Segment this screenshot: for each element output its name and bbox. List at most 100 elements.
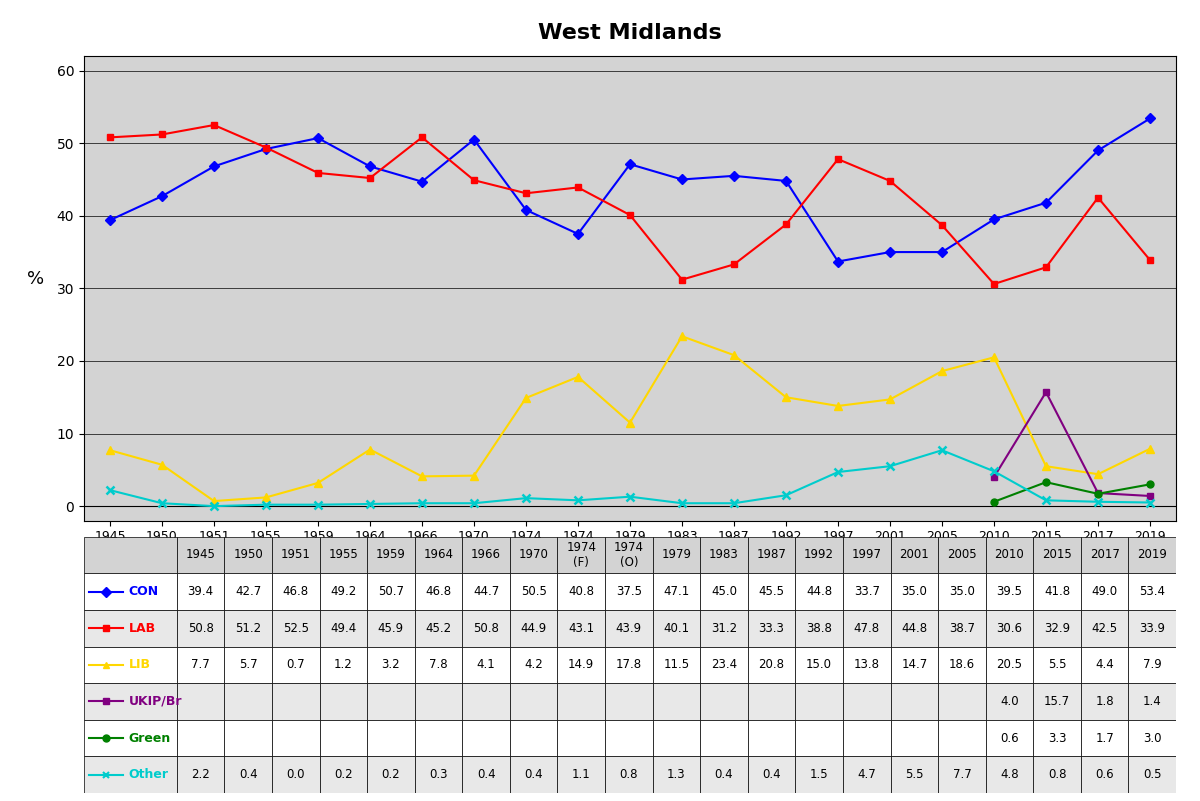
Text: 0.4: 0.4 bbox=[524, 768, 542, 781]
Text: 0.2: 0.2 bbox=[382, 768, 401, 781]
Text: 40.8: 40.8 bbox=[569, 585, 594, 598]
LIB bbox=[415, 472, 430, 481]
FancyBboxPatch shape bbox=[224, 610, 272, 646]
Text: 31.2: 31.2 bbox=[710, 622, 737, 634]
FancyBboxPatch shape bbox=[938, 646, 985, 683]
FancyBboxPatch shape bbox=[1081, 720, 1128, 756]
Text: 1.1: 1.1 bbox=[572, 768, 590, 781]
FancyBboxPatch shape bbox=[938, 756, 985, 793]
LIB bbox=[518, 393, 533, 403]
FancyBboxPatch shape bbox=[319, 537, 367, 574]
FancyBboxPatch shape bbox=[1033, 537, 1081, 574]
LAB bbox=[1142, 256, 1157, 265]
CON bbox=[674, 175, 689, 184]
Text: LIB: LIB bbox=[128, 658, 150, 671]
FancyBboxPatch shape bbox=[701, 720, 748, 756]
FancyBboxPatch shape bbox=[1081, 574, 1128, 610]
FancyBboxPatch shape bbox=[890, 610, 938, 646]
Green bbox=[1142, 480, 1157, 489]
CON bbox=[883, 248, 898, 257]
Text: 38.8: 38.8 bbox=[806, 622, 832, 634]
Text: 1974
(F): 1974 (F) bbox=[566, 541, 596, 569]
Text: 2015: 2015 bbox=[1042, 549, 1072, 562]
FancyBboxPatch shape bbox=[890, 646, 938, 683]
FancyBboxPatch shape bbox=[319, 646, 367, 683]
Text: 14.7: 14.7 bbox=[901, 658, 928, 671]
CON bbox=[467, 135, 481, 144]
LIB bbox=[623, 418, 637, 428]
Text: 20.5: 20.5 bbox=[996, 658, 1022, 671]
FancyBboxPatch shape bbox=[558, 574, 605, 610]
FancyBboxPatch shape bbox=[1128, 574, 1176, 610]
Green bbox=[986, 497, 1001, 506]
FancyBboxPatch shape bbox=[842, 720, 890, 756]
FancyBboxPatch shape bbox=[985, 683, 1033, 720]
FancyBboxPatch shape bbox=[701, 756, 748, 793]
FancyBboxPatch shape bbox=[367, 574, 415, 610]
FancyBboxPatch shape bbox=[653, 537, 701, 574]
Text: 23.4: 23.4 bbox=[710, 658, 737, 671]
FancyBboxPatch shape bbox=[415, 537, 462, 574]
FancyBboxPatch shape bbox=[462, 720, 510, 756]
Text: 42.7: 42.7 bbox=[235, 585, 262, 598]
Text: 4.2: 4.2 bbox=[524, 658, 544, 671]
FancyBboxPatch shape bbox=[748, 610, 796, 646]
FancyBboxPatch shape bbox=[224, 574, 272, 610]
LIB bbox=[155, 460, 169, 469]
Other bbox=[830, 467, 845, 477]
FancyBboxPatch shape bbox=[605, 574, 653, 610]
FancyBboxPatch shape bbox=[1033, 683, 1081, 720]
FancyBboxPatch shape bbox=[985, 537, 1033, 574]
FancyBboxPatch shape bbox=[653, 756, 701, 793]
FancyBboxPatch shape bbox=[701, 537, 748, 574]
FancyBboxPatch shape bbox=[748, 683, 796, 720]
Green bbox=[1039, 477, 1054, 487]
LAB bbox=[155, 130, 169, 139]
Other bbox=[883, 461, 898, 471]
FancyBboxPatch shape bbox=[272, 574, 319, 610]
Text: 2017: 2017 bbox=[1090, 549, 1120, 562]
FancyBboxPatch shape bbox=[510, 683, 558, 720]
Line: CON: CON bbox=[107, 115, 1153, 265]
Text: Other: Other bbox=[128, 768, 168, 781]
Text: 44.9: 44.9 bbox=[521, 622, 547, 634]
CON bbox=[571, 229, 586, 239]
CON bbox=[518, 205, 533, 215]
FancyBboxPatch shape bbox=[272, 683, 319, 720]
Other bbox=[1091, 497, 1105, 506]
Other bbox=[155, 498, 169, 508]
FancyBboxPatch shape bbox=[842, 646, 890, 683]
FancyBboxPatch shape bbox=[985, 610, 1033, 646]
LIB bbox=[103, 445, 118, 455]
LIB bbox=[935, 366, 949, 376]
LIB bbox=[467, 471, 481, 481]
Text: 15.0: 15.0 bbox=[806, 658, 832, 671]
Text: 50.5: 50.5 bbox=[521, 585, 547, 598]
Text: 42.5: 42.5 bbox=[1092, 622, 1117, 634]
CON bbox=[1091, 146, 1105, 155]
LAB bbox=[311, 168, 325, 178]
FancyBboxPatch shape bbox=[558, 756, 605, 793]
FancyBboxPatch shape bbox=[653, 720, 701, 756]
FancyBboxPatch shape bbox=[176, 646, 224, 683]
Text: 2010: 2010 bbox=[995, 549, 1025, 562]
Text: 43.9: 43.9 bbox=[616, 622, 642, 634]
Text: 1950: 1950 bbox=[233, 549, 263, 562]
FancyBboxPatch shape bbox=[558, 646, 605, 683]
FancyBboxPatch shape bbox=[319, 720, 367, 756]
LIB bbox=[727, 350, 742, 360]
Text: 5.5: 5.5 bbox=[1048, 658, 1067, 671]
Other bbox=[206, 501, 221, 511]
FancyBboxPatch shape bbox=[938, 683, 985, 720]
LIB bbox=[1039, 461, 1054, 471]
FancyBboxPatch shape bbox=[605, 683, 653, 720]
FancyBboxPatch shape bbox=[224, 537, 272, 574]
FancyBboxPatch shape bbox=[84, 537, 176, 574]
LAB bbox=[206, 120, 221, 130]
FancyBboxPatch shape bbox=[1033, 756, 1081, 793]
Text: 46.8: 46.8 bbox=[426, 585, 451, 598]
FancyBboxPatch shape bbox=[224, 720, 272, 756]
Text: 44.8: 44.8 bbox=[901, 622, 928, 634]
FancyBboxPatch shape bbox=[415, 574, 462, 610]
FancyBboxPatch shape bbox=[558, 720, 605, 756]
